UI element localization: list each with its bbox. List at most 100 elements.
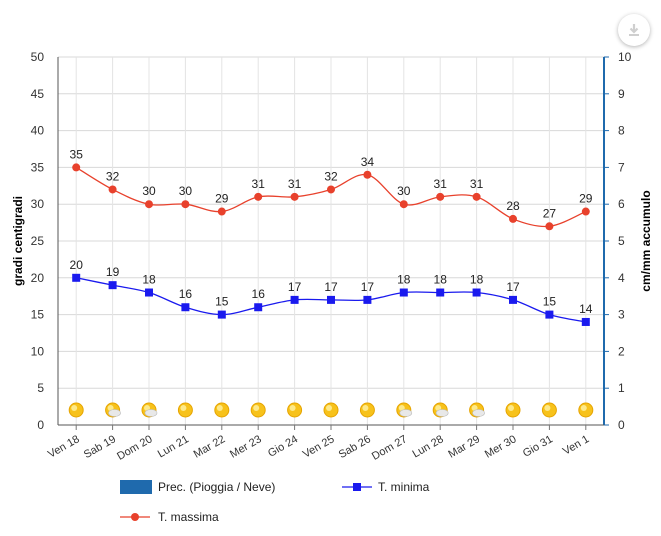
sun-highlight	[508, 405, 514, 411]
legend-min-marker	[353, 483, 361, 491]
x-tick-label: Ven 25	[301, 433, 337, 461]
download-icon	[629, 24, 639, 36]
sun-icon	[359, 402, 375, 418]
sun-icon	[323, 402, 339, 418]
y-tick-label: 5	[37, 381, 44, 395]
data-label-min: 15	[543, 295, 557, 309]
sun-icon	[505, 402, 521, 418]
data-labels: 35 32 30 30 29 31 31 32 34 30 31 31 28 27 29 20 19 18 16 15…	[70, 147, 593, 316]
data-label-max: 29	[215, 192, 229, 206]
sun-highlight	[544, 405, 551, 411]
sun-icon	[177, 402, 193, 418]
y2-axis-title: cm/mm accumulo	[639, 190, 653, 291]
data-label-max: 30	[179, 184, 193, 198]
cloud-shape	[144, 409, 158, 417]
y2-tick-label: 7	[618, 160, 625, 174]
point-min	[363, 295, 372, 304]
weather-icons	[68, 402, 594, 418]
y-tick-label: 45	[31, 87, 45, 101]
point-max	[327, 185, 335, 194]
legend-precip-swatch	[120, 480, 152, 494]
sun-cloud-icon	[141, 402, 158, 418]
x-tick-label: Gio 31	[521, 433, 555, 460]
y-tick-label: 40	[31, 124, 45, 138]
legend: Prec. (Pioggia / Neve) T. minima T. mass…	[120, 480, 430, 524]
point-max	[436, 192, 445, 201]
point-max	[217, 207, 226, 216]
x-tick-label: Sab 19	[82, 433, 118, 461]
data-label-min: 18	[142, 273, 156, 287]
point-min	[290, 295, 299, 304]
point-max	[545, 222, 554, 231]
y2-tick-label: 0	[618, 418, 625, 432]
y-tick-label: 10	[31, 344, 45, 358]
point-max	[290, 192, 299, 201]
y-tick-label: 20	[31, 271, 45, 285]
data-label-min: 16	[179, 287, 193, 301]
y2-tick-label: 4	[618, 271, 625, 285]
y-tick-label: 50	[31, 50, 45, 64]
y-tick-label: 25	[31, 234, 45, 248]
data-label-min: 16	[252, 287, 266, 301]
point-min	[472, 288, 481, 297]
data-label-min: 18	[397, 273, 411, 287]
y-tick-label: 30	[31, 197, 45, 211]
data-label-max: 31	[252, 177, 266, 191]
legend-item-max[interactable]: T. massima	[120, 510, 219, 524]
data-label-min: 17	[324, 280, 338, 294]
data-label-max: 27	[543, 206, 557, 220]
legend-max-marker	[131, 513, 139, 521]
point-max	[72, 163, 81, 172]
sun-icon	[68, 402, 84, 418]
x-tick-label: Mer 30	[483, 433, 519, 461]
data-label-min: 18	[470, 273, 484, 287]
export-button[interactable]	[618, 14, 650, 46]
y-tick-label: 15	[31, 308, 45, 322]
y-axis-right: 0 1 2 3 4 5 6 7 8 9 10	[603, 50, 632, 432]
legend-precip-label: Prec. (Pioggia / Neve)	[158, 480, 275, 494]
sun-cloud-icon	[469, 402, 485, 418]
x-tick-label: Dom 20	[115, 433, 154, 463]
y2-tick-label: 5	[618, 234, 625, 248]
sun-cloud-icon	[396, 402, 413, 418]
point-min	[145, 288, 153, 297]
sun-highlight	[289, 405, 296, 411]
legend-item-precip[interactable]: Prec. (Pioggia / Neve)	[120, 480, 275, 494]
sun-icon	[287, 402, 303, 418]
data-label-min: 17	[506, 280, 520, 294]
point-max	[145, 200, 153, 209]
legend-min-label: T. minima	[378, 480, 430, 494]
cloud-shape	[435, 409, 449, 417]
data-label-max: 29	[579, 192, 593, 206]
x-tick-label: Mar 22	[192, 433, 228, 461]
point-max	[472, 192, 481, 201]
sun-icon	[214, 402, 230, 418]
data-label-min: 15	[215, 295, 229, 309]
sun-icon	[250, 402, 266, 418]
y2-tick-label: 8	[618, 124, 625, 138]
point-min	[545, 310, 554, 319]
cloud-shape	[399, 409, 413, 417]
x-tick-label: Mer 23	[228, 433, 264, 461]
legend-item-min[interactable]: T. minima	[342, 480, 430, 494]
y2-tick-label: 3	[618, 308, 625, 322]
x-tick-label: Sab 26	[337, 433, 373, 461]
point-max	[108, 185, 117, 194]
y2-tick-label: 2	[618, 344, 625, 358]
data-label-max: 34	[361, 155, 375, 169]
sun-highlight	[71, 405, 78, 411]
point-min	[217, 310, 226, 319]
cloud-shape	[108, 409, 121, 417]
legend-max-label: T. massima	[158, 510, 219, 524]
y-axis-left: 0 5 10 15 20 25 30 35 40 45 50	[31, 50, 59, 432]
sun-highlight	[326, 405, 332, 411]
point-min	[108, 281, 117, 290]
data-label-max: 30	[142, 184, 156, 198]
x-tick-label: Mar 29	[446, 433, 482, 461]
point-max	[399, 200, 408, 209]
data-label-min: 14	[579, 302, 593, 316]
data-label-max: 30	[397, 184, 411, 198]
data-label-max: 31	[470, 177, 484, 191]
point-min	[254, 303, 263, 312]
